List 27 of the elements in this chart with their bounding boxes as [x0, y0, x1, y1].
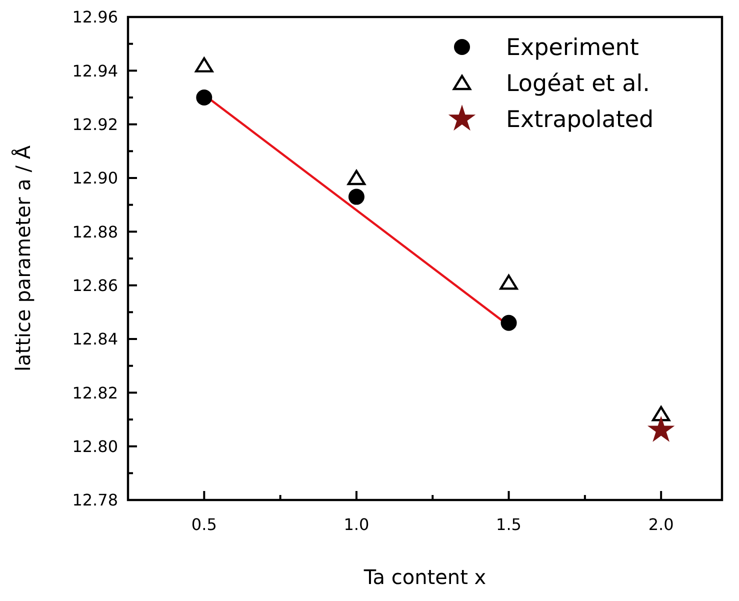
y-tick-label: 12.86 — [72, 276, 118, 295]
y-tick-label: 12.80 — [72, 436, 118, 456]
x-tick-label: 1.0 — [344, 515, 370, 534]
point — [500, 314, 517, 331]
y-tick-label: 12.96 — [72, 8, 118, 27]
legend-label: Extrapolated — [506, 107, 654, 134]
legend-label: Experiment — [506, 35, 639, 62]
y-axis-title: lattice parameter a / Å — [11, 145, 35, 372]
x-tick-label: 1.5 — [496, 515, 522, 534]
point — [195, 57, 214, 72]
point — [348, 188, 364, 205]
y-tick-label: 12.82 — [72, 383, 118, 402]
y-tick-label: 12.94 — [72, 61, 118, 80]
point — [652, 406, 670, 422]
point — [347, 170, 366, 186]
point — [647, 416, 675, 442]
legend-label: Logéat et al. — [506, 71, 650, 98]
y-tick-label: 12.88 — [72, 222, 118, 242]
x-tick-label: 0.5 — [191, 515, 217, 534]
point — [196, 90, 212, 106]
y-tick-label: 12.78 — [72, 490, 118, 510]
x-axis-title: Ta content x — [362, 565, 486, 589]
y-tick-label: 12.84 — [72, 330, 118, 349]
y-tick-label: 12.92 — [72, 114, 118, 134]
y-tick-label: 12.90 — [72, 168, 118, 188]
point — [500, 274, 518, 290]
x-tick-label: 2.0 — [648, 515, 674, 534]
